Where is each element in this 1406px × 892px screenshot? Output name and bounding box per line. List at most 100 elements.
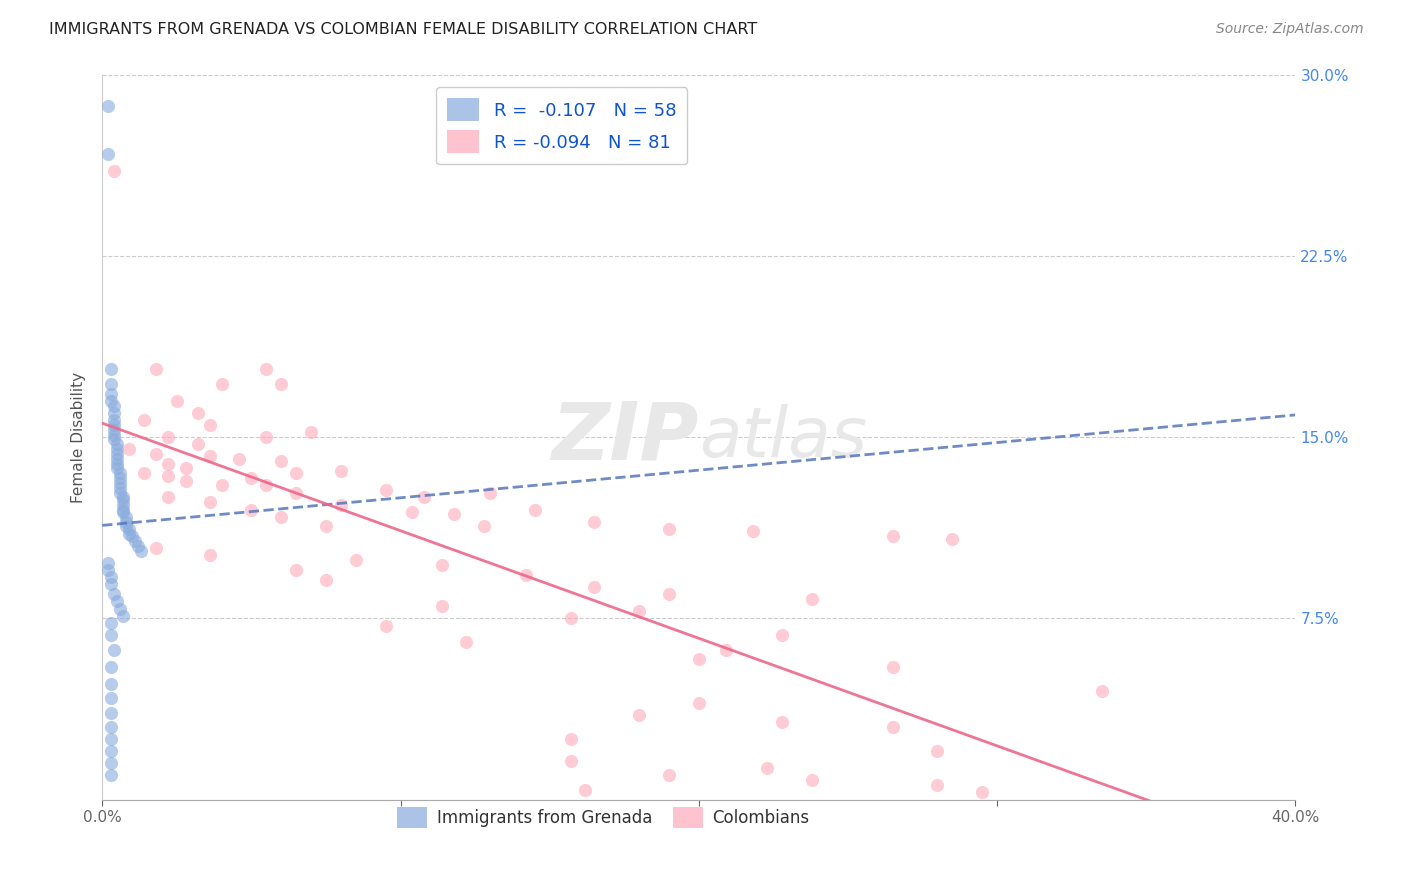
Point xyxy=(100,706,122,720)
Point xyxy=(100,720,122,734)
Point xyxy=(121,529,143,543)
Point xyxy=(105,437,128,451)
Point xyxy=(882,659,904,673)
Point xyxy=(240,502,263,516)
Point xyxy=(574,782,596,797)
Point xyxy=(927,744,949,758)
Point xyxy=(100,676,122,690)
Point xyxy=(100,362,122,376)
Point xyxy=(972,785,994,799)
Point xyxy=(127,539,149,553)
Point xyxy=(658,522,681,536)
Point xyxy=(100,659,122,673)
Point xyxy=(132,413,155,427)
Point xyxy=(801,591,824,606)
Point xyxy=(315,519,337,533)
Point xyxy=(714,642,737,657)
Point xyxy=(882,720,904,734)
Point xyxy=(770,715,793,730)
Point xyxy=(103,433,125,447)
Point xyxy=(156,430,179,444)
Point xyxy=(285,563,308,577)
Point xyxy=(145,362,167,376)
Point xyxy=(329,498,352,512)
Text: ZIP: ZIP xyxy=(551,398,699,476)
Point xyxy=(103,427,125,442)
Point xyxy=(100,386,122,401)
Point xyxy=(100,732,122,747)
Point xyxy=(374,618,396,632)
Point xyxy=(97,99,120,113)
Point xyxy=(100,393,122,408)
Point xyxy=(523,502,546,516)
Point xyxy=(628,604,651,618)
Text: Source: ZipAtlas.com: Source: ZipAtlas.com xyxy=(1216,22,1364,37)
Point xyxy=(100,744,122,758)
Point xyxy=(560,754,582,768)
Point xyxy=(112,608,135,623)
Point xyxy=(211,478,233,492)
Point xyxy=(228,451,250,466)
Point xyxy=(628,708,651,723)
Text: atlas: atlas xyxy=(699,403,868,470)
Point xyxy=(187,437,209,451)
Point xyxy=(112,492,135,507)
Point xyxy=(401,505,423,519)
Point xyxy=(100,616,122,631)
Point xyxy=(97,147,120,161)
Point xyxy=(118,522,141,536)
Point xyxy=(515,567,537,582)
Point xyxy=(299,425,322,440)
Point xyxy=(124,533,146,548)
Point xyxy=(105,447,128,461)
Point xyxy=(413,491,436,505)
Point xyxy=(741,524,763,539)
Point xyxy=(100,376,122,391)
Point xyxy=(658,587,681,601)
Point xyxy=(443,508,465,522)
Legend: Immigrants from Grenada, Colombians: Immigrants from Grenada, Colombians xyxy=(391,800,817,835)
Point xyxy=(132,467,155,481)
Point xyxy=(198,495,221,509)
Y-axis label: Female Disability: Female Disability xyxy=(72,371,86,502)
Point xyxy=(115,515,138,529)
Point xyxy=(270,376,292,391)
Point xyxy=(801,773,824,788)
Point xyxy=(254,362,277,376)
Point xyxy=(105,594,128,608)
Point xyxy=(198,417,221,432)
Point xyxy=(112,505,135,519)
Point xyxy=(174,461,197,475)
Point xyxy=(100,768,122,782)
Point xyxy=(156,468,179,483)
Point xyxy=(103,642,125,657)
Point xyxy=(105,457,128,471)
Point xyxy=(108,475,131,490)
Point xyxy=(108,471,131,485)
Point xyxy=(329,464,352,478)
Point xyxy=(97,563,120,577)
Point xyxy=(472,519,495,533)
Point xyxy=(112,491,135,505)
Point xyxy=(103,399,125,413)
Point xyxy=(108,601,131,615)
Point xyxy=(105,451,128,466)
Point xyxy=(103,164,125,178)
Point xyxy=(198,549,221,563)
Point xyxy=(770,628,793,642)
Text: IMMIGRANTS FROM GRENADA VS COLOMBIAN FEMALE DISABILITY CORRELATION CHART: IMMIGRANTS FROM GRENADA VS COLOMBIAN FEM… xyxy=(49,22,758,37)
Point xyxy=(211,376,233,391)
Point xyxy=(432,558,454,573)
Point xyxy=(285,467,308,481)
Point xyxy=(344,553,367,567)
Point xyxy=(103,417,125,432)
Point xyxy=(882,529,904,543)
Point xyxy=(103,406,125,420)
Point xyxy=(112,498,135,512)
Point xyxy=(254,478,277,492)
Point xyxy=(198,450,221,464)
Point xyxy=(100,577,122,591)
Point xyxy=(1090,683,1112,698)
Point xyxy=(688,652,710,666)
Point xyxy=(112,502,135,516)
